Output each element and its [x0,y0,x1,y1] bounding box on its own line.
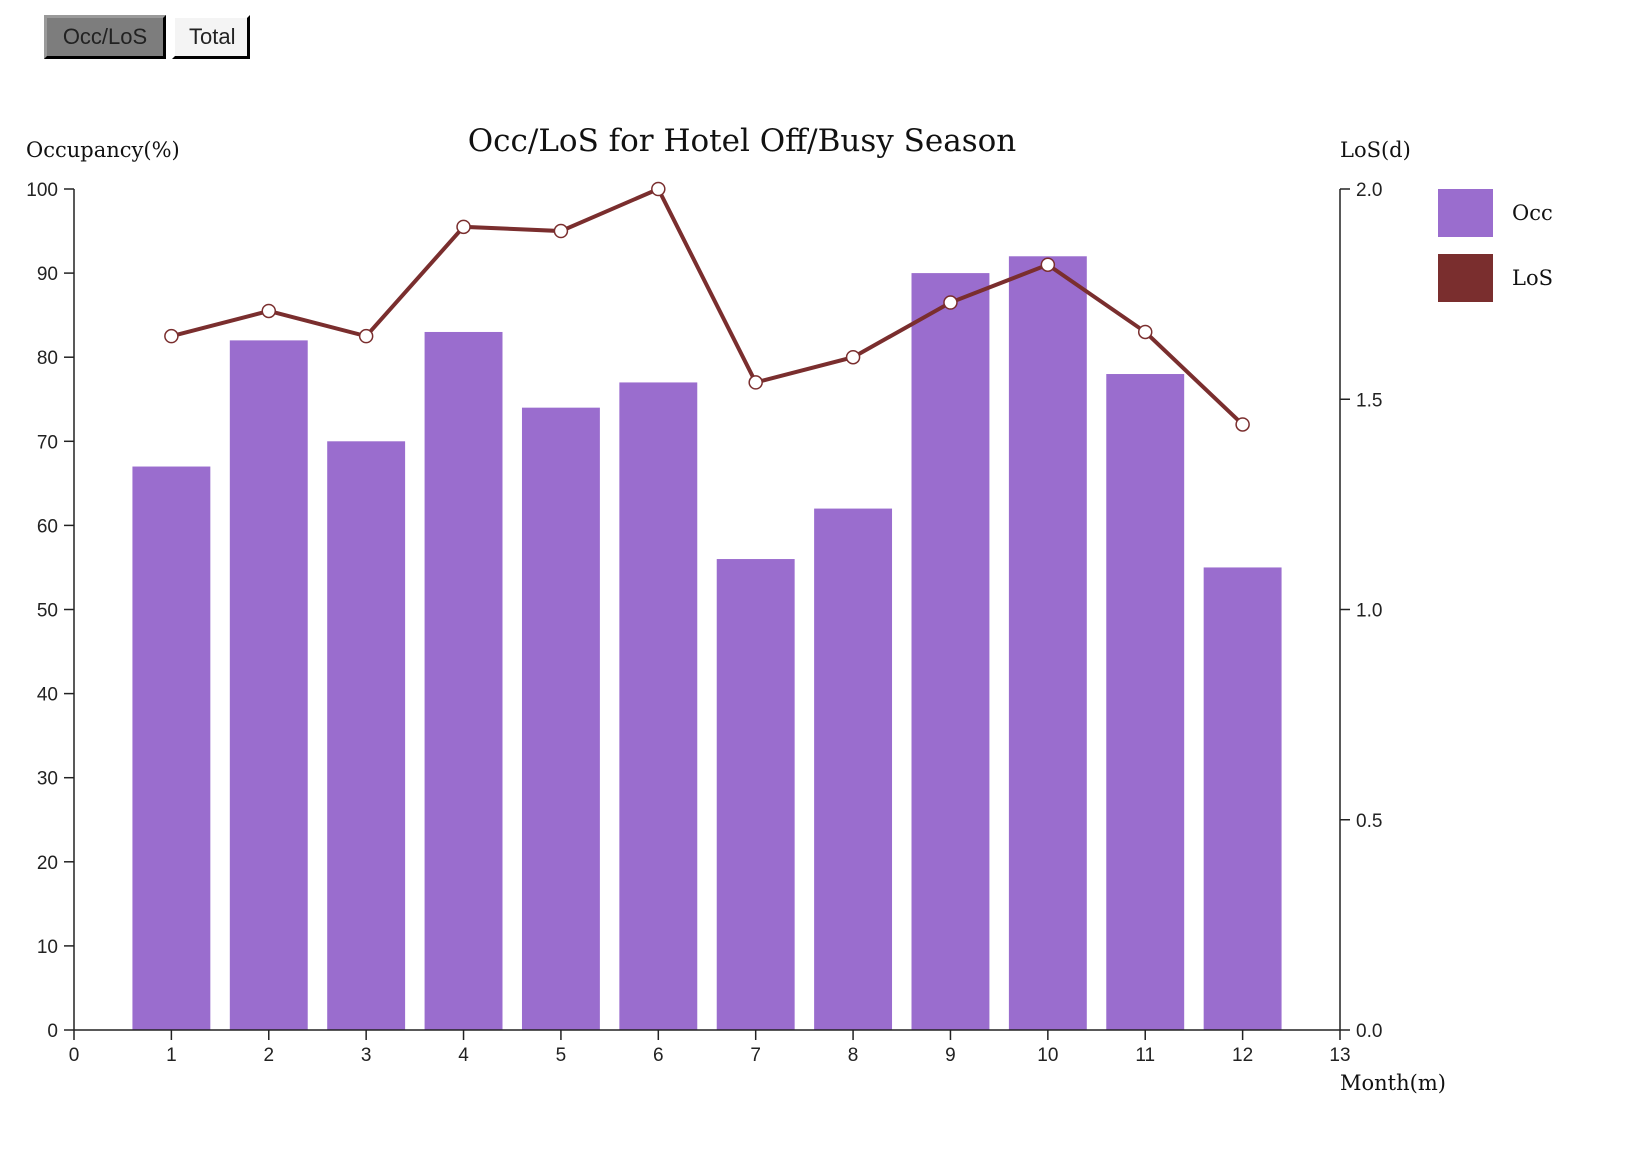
x-axis-tick-label: 2 [263,1045,274,1066]
occ-bar [814,508,893,1031]
left-axis-tick-label: 70 [37,432,58,453]
occ-bar [1203,567,1282,1030]
left-axis-tick-label: 90 [37,264,58,285]
x-axis-tick-label: 0 [69,1045,80,1066]
x-axis-tick-label: 8 [848,1045,859,1066]
x-axis-tick-label: 10 [1037,1045,1058,1066]
right-axis-tick-label: 2.0 [1356,180,1382,201]
legend-label: LoS [1512,266,1553,290]
right-axis-tick-label: 1.0 [1356,601,1382,622]
los-point [358,328,374,344]
left-axis-tick-label: 80 [37,348,58,369]
left-axis-tick-label: 60 [37,516,58,537]
left-axis-title: Occupancy(%) [26,138,180,162]
x-axis-tick-label: 6 [653,1045,664,1066]
los-point [845,349,861,365]
occ-bar [327,441,406,1030]
occ-bars [132,256,1282,1031]
los-point [1040,257,1056,272]
occ-bar [229,340,308,1030]
legend: Occ LoS [1438,189,1553,302]
x-axis-tick-label: 11 [1135,1045,1155,1066]
occ-bar [619,382,698,1030]
occ-bar [1106,374,1185,1030]
x-axis-tick-label: 13 [1329,1045,1350,1066]
left-axis-tick-label: 10 [37,937,58,958]
los-point [456,219,471,235]
los-point [164,328,179,344]
right-axis-tick-label: 0.5 [1356,811,1382,832]
legend-swatch [1438,254,1493,302]
x-axis-tick-label: 7 [750,1045,761,1066]
left-axis-tick-label: 100 [26,180,58,201]
occ-bar [716,559,795,1030]
left-axis-tick-label: 30 [37,769,58,790]
x-axis-tick-label: 5 [556,1045,567,1066]
right-axis-tick-label: 0.0 [1356,1021,1382,1042]
occ-bar [911,273,990,1031]
los-line-series [164,181,1250,432]
legend-label: Occ [1512,201,1553,225]
x-axis-tick-label: 1 [166,1045,177,1066]
occ-bar [132,466,211,1030]
left-axis-tick-label: 20 [37,853,58,874]
x-axis-tick-label: 4 [458,1045,469,1066]
x-axis-tick-label: 9 [945,1045,956,1066]
chart-title: Occ/LoS for Hotel Off/Busy Season [468,123,1017,159]
occ-bar [521,407,600,1030]
total-button[interactable]: Total [172,15,250,59]
x-axis-tick-label: 12 [1232,1045,1253,1066]
los-point [651,181,666,197]
los-point [1137,324,1153,340]
legend-swatch [1438,189,1493,237]
los-point [748,375,763,390]
los-point [943,295,958,310]
x-axis-tick-label: 3 [361,1045,372,1066]
los-point [261,303,277,319]
los-point [1235,417,1250,432]
left-axis-tick-label: 0 [47,1021,58,1042]
los-line [170,186,1244,426]
right-axis-title: LoS(d) [1340,138,1411,162]
left-axis-tick-label: 50 [37,601,58,622]
occ-bar [1008,256,1087,1030]
los-point [553,223,569,239]
occ-bar [424,331,503,1031]
right-axis-tick-label: 1.5 [1356,390,1382,411]
x-axis-title: Month(m) [1340,1071,1446,1095]
toolbar: Occ/LoS Total [44,15,250,59]
left-axis-tick-label: 40 [37,685,58,706]
occ-los-button[interactable]: Occ/LoS [44,15,166,59]
